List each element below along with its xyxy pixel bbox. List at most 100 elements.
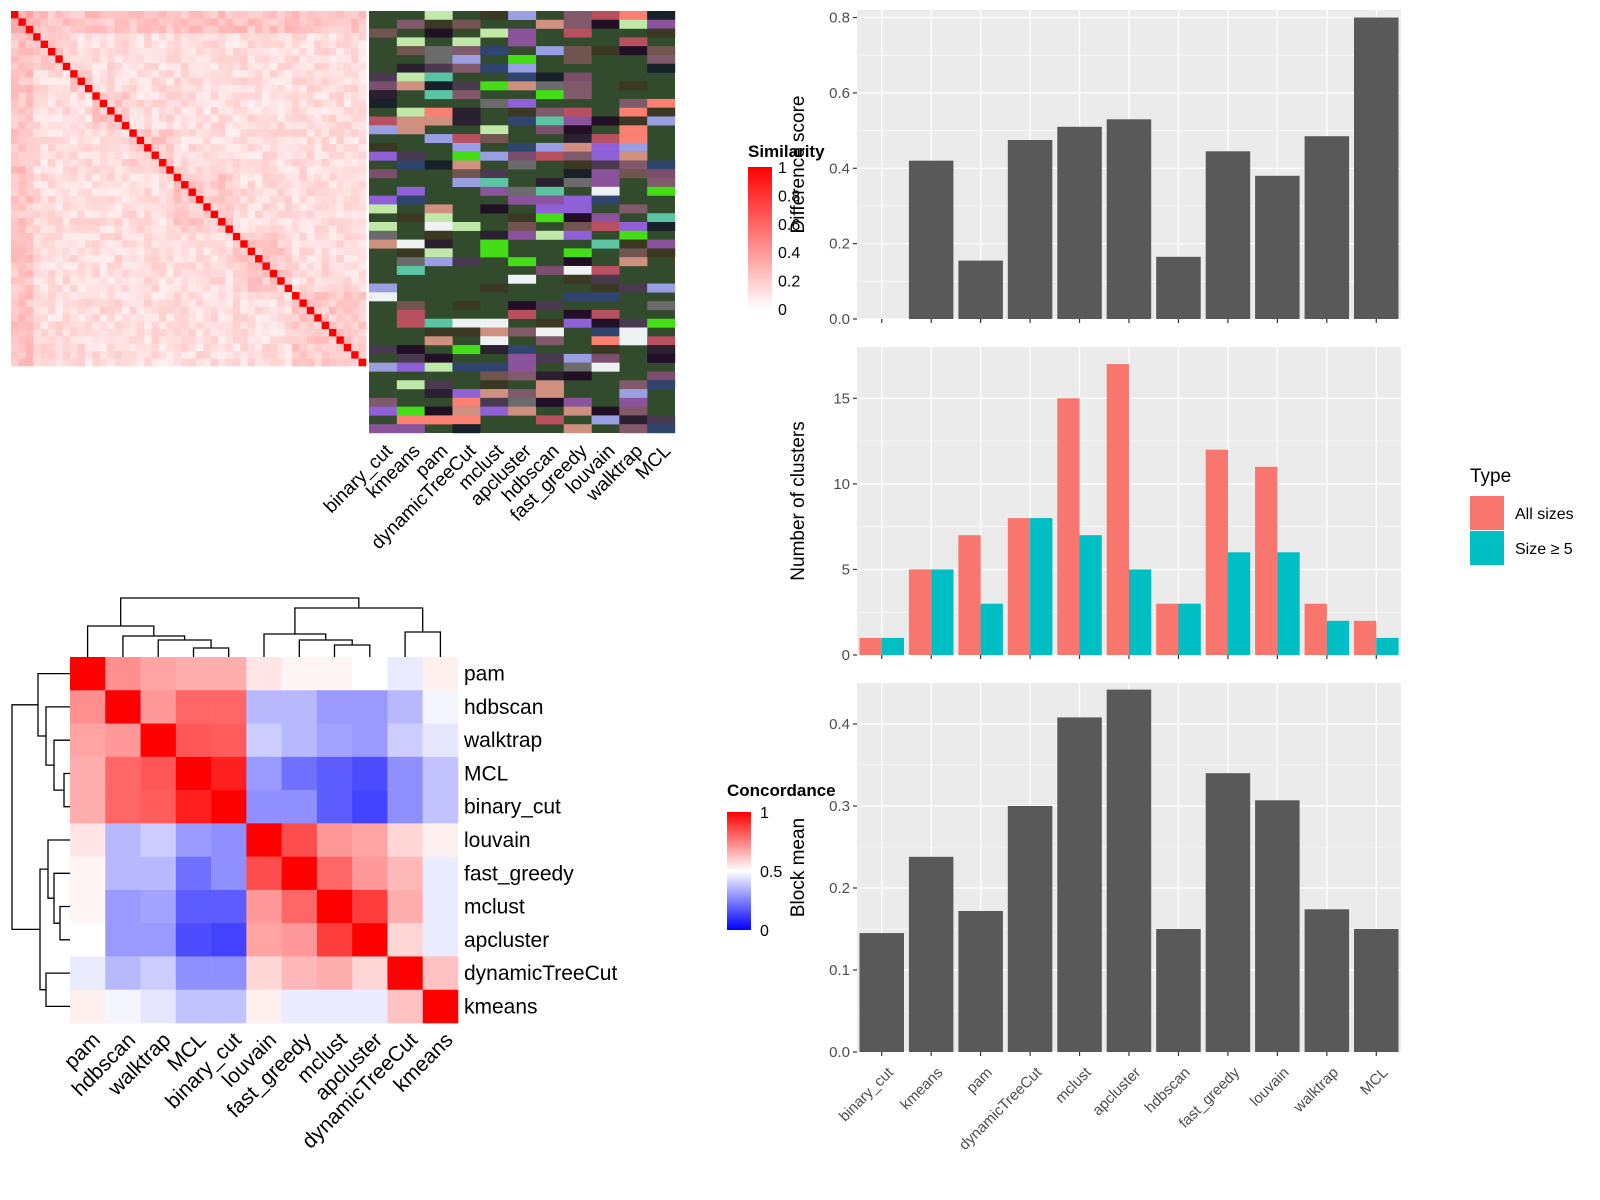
similarity-cell: [358, 351, 367, 359]
similarity-cell: [343, 292, 352, 300]
similarity-cell: [70, 47, 78, 56]
similarity-cell: [107, 321, 115, 330]
similarity-cell: [336, 62, 345, 71]
similarity-cell: [255, 321, 263, 330]
similarity-cell: [232, 144, 241, 152]
assignment-cell: [535, 178, 564, 188]
similarity-cell: [225, 92, 234, 101]
similarity-cell: [292, 11, 300, 19]
similarity-cell: [25, 55, 34, 64]
similarity-cell: [203, 144, 211, 152]
bar: [1030, 518, 1053, 655]
similarity-cell: [232, 25, 241, 34]
similarity-cell: [195, 343, 204, 352]
similarity-cell: [240, 358, 248, 367]
similarity-cell: [329, 358, 337, 367]
similarity-cell: [173, 129, 182, 138]
similarity-cell: [121, 166, 130, 175]
assignment-cell: [591, 362, 620, 372]
assignment-cell: [535, 107, 564, 117]
similarity-cell: [70, 92, 78, 101]
similarity-cell: [62, 292, 71, 300]
assignment-cell: [563, 28, 592, 38]
similarity-cell: [77, 351, 86, 359]
similarity-cell: [247, 136, 256, 145]
concordance-cell: [140, 657, 177, 691]
similarity-cell: [18, 262, 27, 271]
similarity-cell: [173, 329, 182, 337]
dendrogram-branch: [53, 739, 70, 791]
similarity-cell: [129, 240, 138, 248]
similarity-cell: [203, 40, 211, 49]
similarity-cell: [136, 321, 145, 330]
assignment-cell: [619, 81, 648, 91]
similarity-cell: [99, 114, 108, 123]
similarity-cell: [343, 151, 352, 160]
similarity-cell: [114, 284, 123, 293]
similarity-cell: [232, 343, 241, 352]
similarity-cell: [77, 129, 86, 138]
similarity-cell: [203, 336, 211, 345]
similarity-cell: [92, 70, 101, 78]
similarity-cell: [55, 25, 64, 34]
similarity-cell: [92, 262, 101, 271]
similarity-cell: [136, 70, 145, 78]
similarity-cell: [25, 158, 34, 167]
assignment-cell: [591, 345, 620, 355]
assignment-cell: [647, 424, 676, 434]
similarity-cell: [218, 84, 226, 93]
concordance-legend-ticks: 10.50: [751, 805, 782, 940]
similarity-cell: [240, 195, 248, 204]
concordance-cell: [316, 756, 353, 791]
similarity-cell: [144, 114, 152, 123]
similarity-cell: [218, 99, 226, 108]
similarity-cell: [33, 232, 41, 241]
similarity-cell: [195, 40, 204, 49]
similarity-cell: [92, 181, 101, 189]
similarity-cell: [240, 11, 248, 19]
similarity-cell: [158, 329, 167, 337]
similarity-cell: [62, 158, 71, 167]
similarity-cell: [40, 70, 49, 78]
similarity-cell: [292, 70, 300, 78]
assignment-cell: [591, 336, 620, 346]
similarity-cell: [284, 144, 293, 152]
concordance-cell: [105, 823, 141, 857]
similarity-cell: [166, 225, 175, 234]
similarity-cell: [84, 343, 93, 352]
similarity-cell: [292, 181, 300, 189]
similarity-cell: [40, 166, 49, 175]
similarity-cell: [181, 299, 189, 308]
similarity-cell: [33, 166, 41, 175]
similarity-cell: [47, 225, 56, 234]
similarity-cell: [33, 255, 41, 263]
similarity-cell: [299, 151, 308, 160]
similarity-cell: [247, 343, 256, 352]
similarity-cell: [11, 358, 19, 367]
similarity-cell: [343, 181, 352, 189]
similarity-cell: [255, 232, 263, 241]
similarity-cell: [121, 314, 130, 322]
similarity-cell: [277, 358, 285, 367]
similarity-cell: [25, 11, 34, 19]
similarity-cell: [269, 107, 278, 115]
similarity-cell: [247, 121, 256, 130]
similarity-cell: [358, 92, 367, 101]
similarity-cell: [188, 262, 197, 271]
similarity-cell: [351, 84, 359, 93]
concordance-cell: [422, 723, 459, 758]
similarity-cell: [292, 18, 300, 27]
similarity-cell: [55, 129, 64, 138]
similarity-cell: [203, 351, 211, 359]
similarity-cell: [343, 284, 352, 293]
similarity-cell: [358, 240, 367, 248]
similarity-cell: [166, 70, 175, 78]
bar: [1156, 256, 1201, 319]
similarity-cell: [299, 277, 308, 285]
assignment-cell: [369, 424, 398, 434]
similarity-cell: [277, 62, 285, 71]
similarity-cell: [277, 173, 285, 182]
similarity-cell: [269, 136, 278, 145]
similarity-cell: [225, 62, 234, 71]
similarity-cell: [158, 166, 167, 175]
